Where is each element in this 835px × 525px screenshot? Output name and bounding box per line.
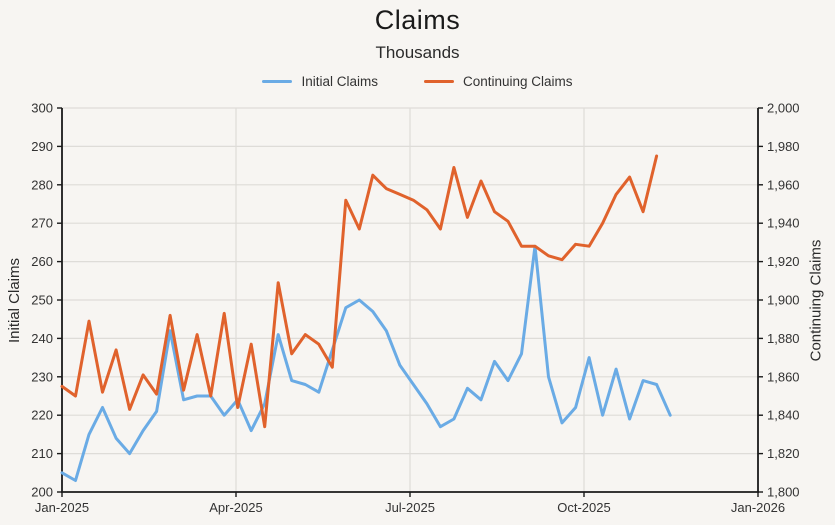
- left-tick-label: 240: [31, 331, 53, 346]
- legend-swatch-initial-claims: [262, 79, 293, 84]
- right-tick-label: 1,840: [767, 408, 800, 423]
- legend-item-continuing-claims[interactable]: Continuing Claims: [423, 74, 573, 89]
- left-tick-label: 300: [31, 101, 53, 116]
- left-tick-label: 290: [31, 139, 53, 154]
- x-tick-label: Jan-2026: [731, 500, 785, 515]
- left-tick-label: 250: [31, 293, 53, 308]
- left-tick-label: 200: [31, 485, 53, 500]
- right-tick-label: 1,980: [767, 139, 800, 154]
- right-tick-label: 1,820: [767, 446, 800, 461]
- left-tick-label: 210: [31, 446, 53, 461]
- x-tick-label: Jan-2025: [35, 500, 89, 515]
- right-tick-label: 2,000: [767, 101, 800, 116]
- x-tick-label: Apr-2025: [209, 500, 262, 515]
- legend-item-initial-claims[interactable]: Initial Claims: [262, 74, 378, 89]
- series-line-initial-claims[interactable]: [60, 244, 672, 482]
- left-tick-label: 270: [31, 216, 53, 231]
- x-tick-label: Oct-2025: [557, 500, 610, 515]
- left-tick-label: 220: [31, 408, 53, 423]
- x-tick-label: Jul-2025: [385, 500, 435, 515]
- right-tick-label: 1,900: [767, 293, 800, 308]
- left-tick-label: 260: [31, 254, 53, 269]
- left-tick-label: 230: [31, 369, 53, 384]
- right-tick-label: 1,800: [767, 485, 800, 500]
- chart-subtitle: Thousands: [375, 43, 460, 62]
- chart-title: Claims: [374, 5, 461, 35]
- right-tick-label: 1,940: [767, 216, 800, 231]
- series-line-continuing-claims[interactable]: [60, 154, 659, 429]
- left-tick-label: 280: [31, 177, 53, 192]
- right-tick-label: 1,880: [767, 331, 800, 346]
- legend-label-continuing-claims: Continuing Claims: [462, 74, 573, 89]
- legend-label-initial-claims: Initial Claims: [301, 74, 378, 89]
- legend-swatch-continuing-claims: [423, 79, 454, 84]
- right-tick-label: 1,920: [767, 254, 800, 269]
- right-tick-label: 1,860: [767, 369, 800, 384]
- legend: Initial Claims Continuing Claims: [0, 74, 835, 89]
- right-tick-label: 1,960: [767, 177, 800, 192]
